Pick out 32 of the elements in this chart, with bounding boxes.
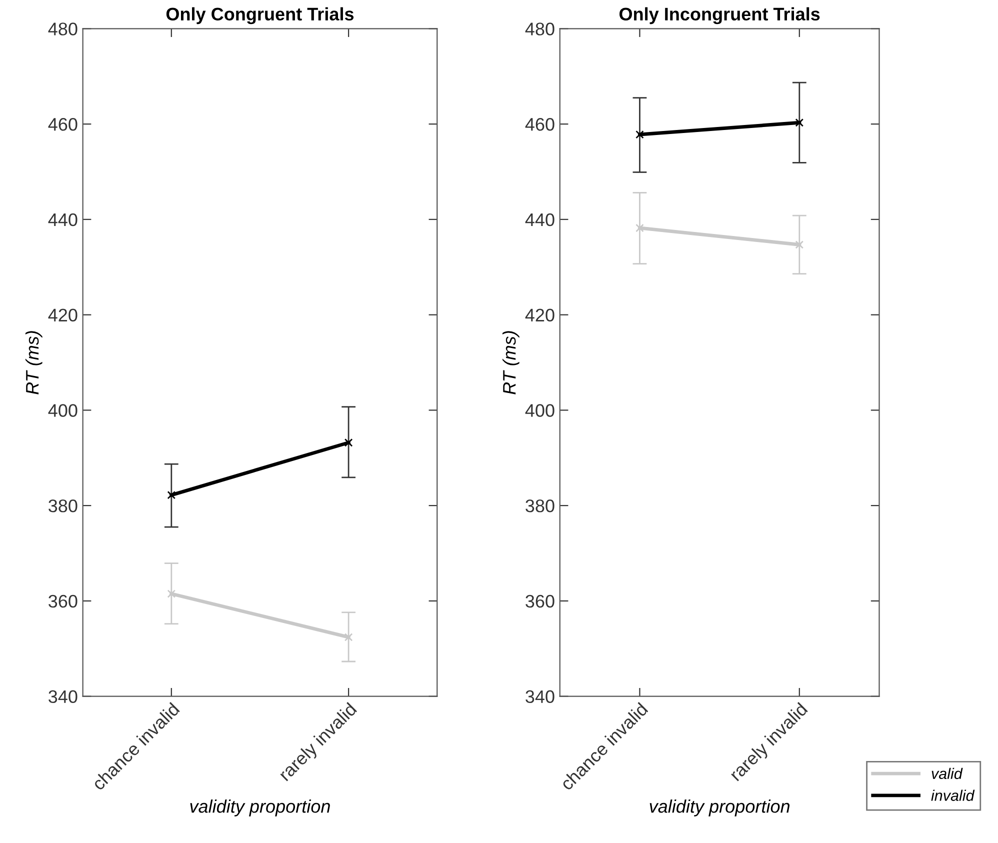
- y-tick-label: 420: [48, 308, 78, 322]
- y-tick-label: 400: [525, 404, 554, 417]
- y-axis-title: RT (ms): [25, 331, 42, 394]
- chart-title: Only Congruent Trials: [166, 7, 354, 24]
- y-tick-label: 440: [525, 213, 554, 226]
- y-tick-label: 340: [48, 690, 78, 704]
- y-tick-label: 380: [48, 499, 78, 512]
- point: [636, 130, 644, 139]
- point: [344, 633, 353, 642]
- point: [795, 240, 804, 249]
- y-axis-title: RT (ms): [502, 331, 520, 394]
- point: [795, 118, 804, 127]
- chart-title: Only Incongruent Trials: [619, 7, 820, 24]
- point: [167, 490, 176, 500]
- point: [167, 590, 176, 598]
- y-tick-label: 480: [525, 22, 554, 36]
- x-axis-title: validity proportion: [650, 800, 790, 816]
- y-tick-label: 420: [525, 308, 554, 322]
- y-tick-label: 380: [526, 499, 554, 512]
- y-tick-label: 440: [48, 213, 78, 226]
- x-axis-title: validity proportion: [190, 800, 330, 816]
- y-tick-label: 480: [48, 22, 78, 36]
- legend-label: valid: [932, 768, 963, 780]
- y-tick-label: 460: [525, 118, 554, 131]
- y-tick-label: 460: [48, 118, 78, 131]
- point: [636, 224, 644, 232]
- y-tick-label: 400: [48, 404, 78, 417]
- point: [344, 438, 353, 447]
- legend-label: invalid: [931, 790, 975, 801]
- y-tick-label: 360: [48, 594, 78, 608]
- y-tick-label: 360: [526, 594, 554, 608]
- y-tick-label: 340: [526, 690, 554, 704]
